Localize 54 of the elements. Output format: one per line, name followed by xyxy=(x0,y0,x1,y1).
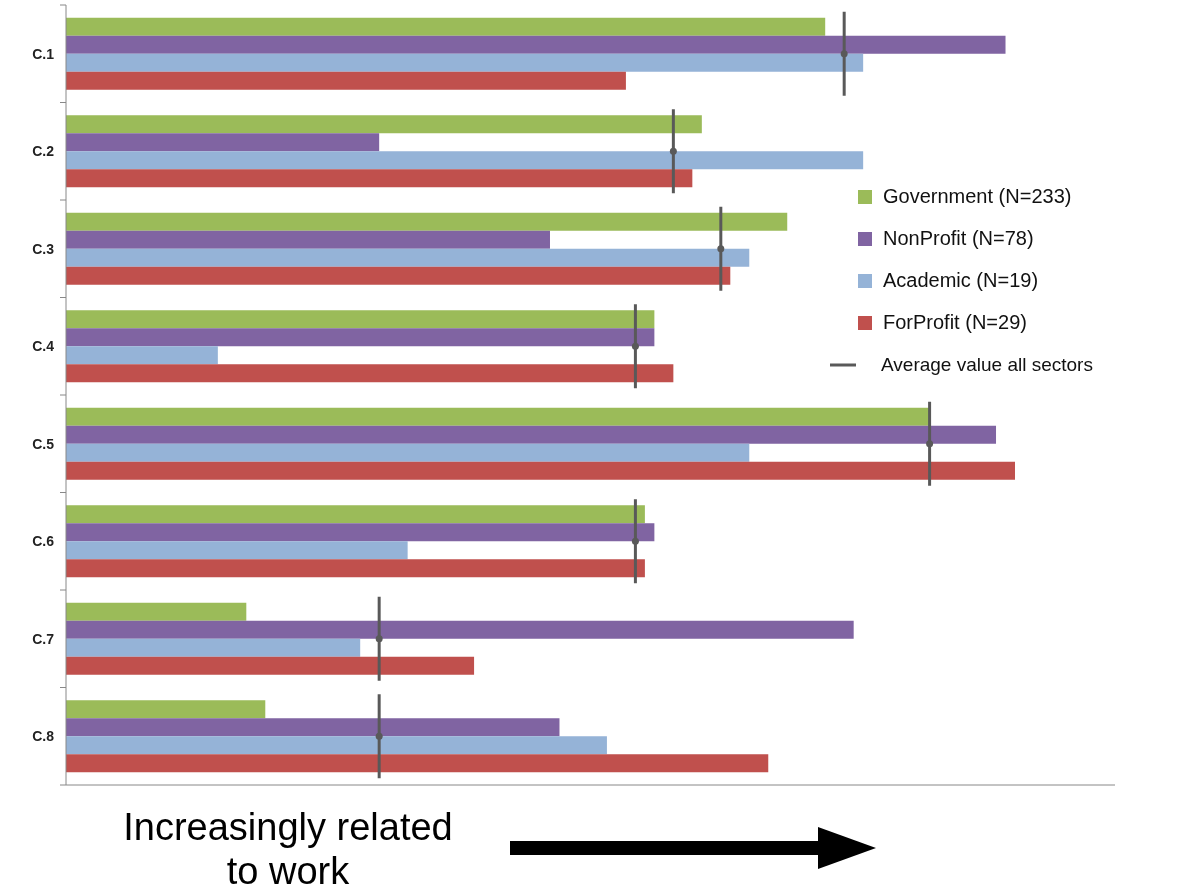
legend-label: Average value all sectors xyxy=(881,354,1093,375)
bar xyxy=(66,700,266,719)
bar xyxy=(66,541,408,560)
bar xyxy=(66,230,550,249)
bar xyxy=(66,169,693,188)
bar xyxy=(66,620,854,639)
point xyxy=(669,147,677,155)
bar xyxy=(66,310,655,329)
bar xyxy=(66,133,380,152)
bar xyxy=(66,523,655,542)
bar xyxy=(66,461,1015,480)
bar xyxy=(66,505,645,524)
bar xyxy=(66,638,361,657)
bar xyxy=(66,407,930,426)
bar xyxy=(66,212,788,231)
bar xyxy=(66,364,674,383)
bar xyxy=(66,328,655,347)
y-tick-label: C.6 xyxy=(32,533,55,550)
legend-label: Academic (N=19) xyxy=(883,269,1039,291)
bar xyxy=(66,656,475,675)
point xyxy=(717,245,725,253)
point xyxy=(631,342,639,350)
point xyxy=(926,440,934,448)
bar xyxy=(66,718,560,737)
bar xyxy=(66,53,864,72)
bar xyxy=(66,35,1006,54)
bar xyxy=(66,425,997,444)
y-tick-label: C.4 xyxy=(32,338,55,355)
legend-label: NonProfit (N=78) xyxy=(883,227,1034,249)
point xyxy=(840,50,848,58)
y-tick-label: C.2 xyxy=(32,143,55,160)
bar xyxy=(66,346,218,365)
bar xyxy=(66,248,750,267)
point xyxy=(631,537,639,545)
y-tick-label: C.7 xyxy=(32,630,55,647)
bar xyxy=(66,71,626,90)
bar xyxy=(66,736,607,755)
y-tick-label: C.8 xyxy=(32,728,55,745)
y-tick-label: C.3 xyxy=(32,240,55,257)
bar xyxy=(66,559,645,578)
bar xyxy=(66,266,731,285)
legend-label: ForProfit (N=29) xyxy=(883,311,1027,333)
bar xyxy=(66,754,769,773)
bar xyxy=(66,151,864,170)
y-tick-label: C.5 xyxy=(32,435,55,452)
legend-label: Government (N=233) xyxy=(883,185,1072,207)
bar xyxy=(66,17,826,36)
point xyxy=(375,635,383,643)
bar xyxy=(66,115,702,134)
y-tick-label: C.1 xyxy=(32,45,55,62)
point xyxy=(375,732,383,740)
bar xyxy=(66,602,247,621)
x-axis-title: Increasingly related to work xyxy=(123,806,453,892)
bar xyxy=(66,443,750,462)
